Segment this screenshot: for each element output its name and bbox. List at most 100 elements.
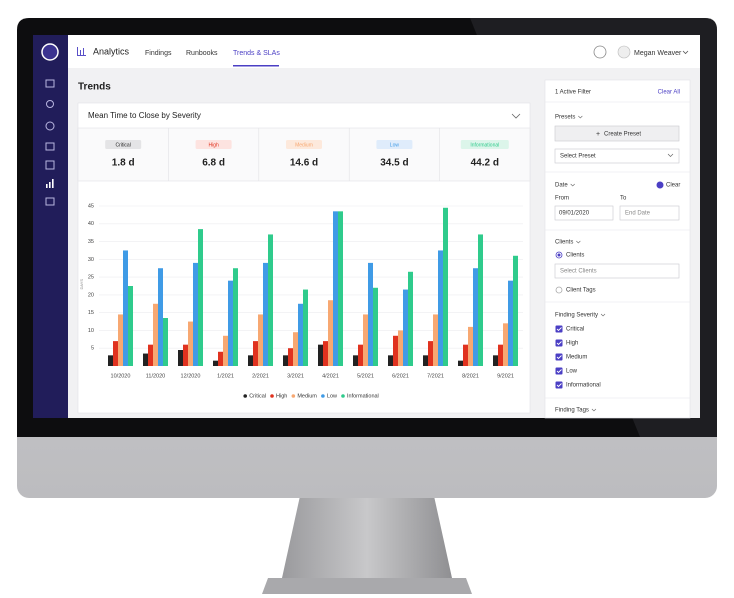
nav-tab-active[interactable]: Trends & SLAs [233, 50, 280, 57]
create-preset-button[interactable] [554, 125, 680, 142]
summary-value: 6.8 d [202, 158, 225, 169]
x-tick-label: 8/2021 [462, 373, 479, 379]
severity-option[interactable]: Informational [566, 383, 601, 389]
summary-cells: Critical 1.8 d High 6.8 d Medium 14.6 d Low 34.… [105, 128, 509, 181]
severity-option[interactable]: High [566, 341, 578, 347]
from-value[interactable]: 09/01/2020 [559, 211, 590, 217]
clients-label[interactable]: Clients [555, 240, 573, 246]
checkbox-checked[interactable] [555, 367, 563, 375]
severity-badge [195, 140, 232, 149]
icon-users[interactable] [46, 100, 54, 108]
legend-marker[interactable] [291, 394, 296, 398]
y-tick-label: 25 [88, 275, 94, 281]
summary-row [77, 127, 531, 182]
bar [193, 262, 198, 366]
bar [363, 314, 368, 366]
date-clear[interactable]: Clear [666, 183, 680, 189]
date-label[interactable]: Date [555, 183, 568, 189]
label-chevron [591, 408, 597, 412]
bar [258, 314, 263, 366]
y-tick-label: 10 [88, 328, 94, 334]
bar [143, 353, 148, 366]
from-label: From [555, 196, 569, 202]
legend-marker[interactable] [341, 394, 345, 398]
bar [403, 289, 408, 366]
tab-underline [233, 65, 279, 67]
bar [393, 335, 398, 366]
legend-label[interactable]: Low [327, 393, 337, 399]
icon-table[interactable] [45, 160, 55, 170]
select-preset[interactable]: Select Preset [560, 154, 596, 160]
checkmark [556, 327, 562, 332]
bar [333, 211, 338, 366]
finding-severity[interactable]: Finding Severity [555, 313, 598, 319]
bar [303, 289, 308, 366]
collapse-chevron[interactable] [511, 113, 521, 119]
bar [148, 344, 153, 366]
create-preset[interactable]: Create Preset [604, 132, 641, 138]
user-menu-chevron[interactable] [682, 50, 689, 55]
bar [498, 344, 503, 366]
from-input[interactable] [554, 205, 614, 221]
x-tick-label: 10/2020 [111, 373, 131, 379]
checkbox-checked[interactable] [555, 353, 563, 361]
severity-option[interactable]: Low [566, 369, 578, 375]
bar [213, 360, 218, 366]
y-tick-label: 40 [88, 221, 94, 227]
notification-icon[interactable] [593, 45, 607, 59]
client-tags[interactable]: Client Tags [566, 288, 596, 294]
checkbox-checked[interactable] [555, 381, 563, 389]
bar [223, 335, 228, 366]
legend-marker[interactable] [243, 394, 248, 398]
nav-tab[interactable]: Findings [145, 50, 172, 57]
radio[interactable] [555, 286, 563, 294]
icon-dashboard[interactable] [45, 79, 55, 88]
icon-report[interactable] [45, 197, 55, 206]
legend-label[interactable]: Medium [297, 393, 317, 399]
bar [233, 268, 238, 366]
icon-folder[interactable] [45, 142, 55, 151]
legend-marker[interactable] [270, 394, 274, 398]
bar [253, 341, 258, 366]
to-placeholder[interactable]: End Date [625, 211, 651, 217]
bar [433, 314, 438, 366]
preset-select[interactable] [554, 148, 680, 164]
severity-options: Critical High Medium Low Informational [555, 325, 601, 389]
presets-label[interactable]: Presets [555, 115, 575, 121]
finding-tags[interactable]: Finding Tags [555, 408, 589, 414]
user-name[interactable]: Megan Weaver [634, 50, 682, 57]
severity-option[interactable]: Critical [566, 327, 584, 333]
brand-icon [77, 47, 86, 56]
legend-marker[interactable] [321, 394, 325, 398]
clear-all[interactable]: Clear All [658, 90, 680, 96]
checkbox-checked[interactable] [555, 325, 563, 333]
info-icon [656, 181, 664, 189]
clients-input[interactable] [554, 263, 680, 279]
bar [328, 300, 333, 366]
to-input[interactable] [619, 205, 680, 221]
legend-label[interactable]: High [276, 393, 287, 399]
checkbox-checked[interactable] [555, 339, 563, 347]
bar [408, 271, 413, 366]
select-clients[interactable]: Select Clients [560, 269, 597, 275]
chart: DAYS 5 10 15 20 25 30 35 40 45 10/2020 11/2020 12/20… [79, 203, 523, 399]
bar [323, 341, 328, 366]
icon-check[interactable] [45, 121, 55, 131]
bar [163, 318, 168, 366]
bar [473, 268, 478, 366]
bar [398, 330, 403, 366]
nav-tab[interactable]: Runbooks [186, 50, 218, 57]
icon-analytics[interactable] [46, 179, 54, 188]
bar [268, 234, 273, 366]
y-tick-label: 45 [88, 203, 94, 209]
bar [128, 286, 133, 366]
legend-label[interactable]: Critical [249, 393, 266, 399]
severity-option[interactable]: Medium [566, 355, 587, 361]
clients-option[interactable]: Clients [566, 253, 584, 259]
bar [248, 355, 253, 366]
legend-label[interactable]: Informational [347, 393, 379, 399]
x-tick-label: 7/2021 [427, 373, 444, 379]
logo[interactable] [41, 43, 59, 61]
avatar[interactable] [617, 45, 631, 59]
